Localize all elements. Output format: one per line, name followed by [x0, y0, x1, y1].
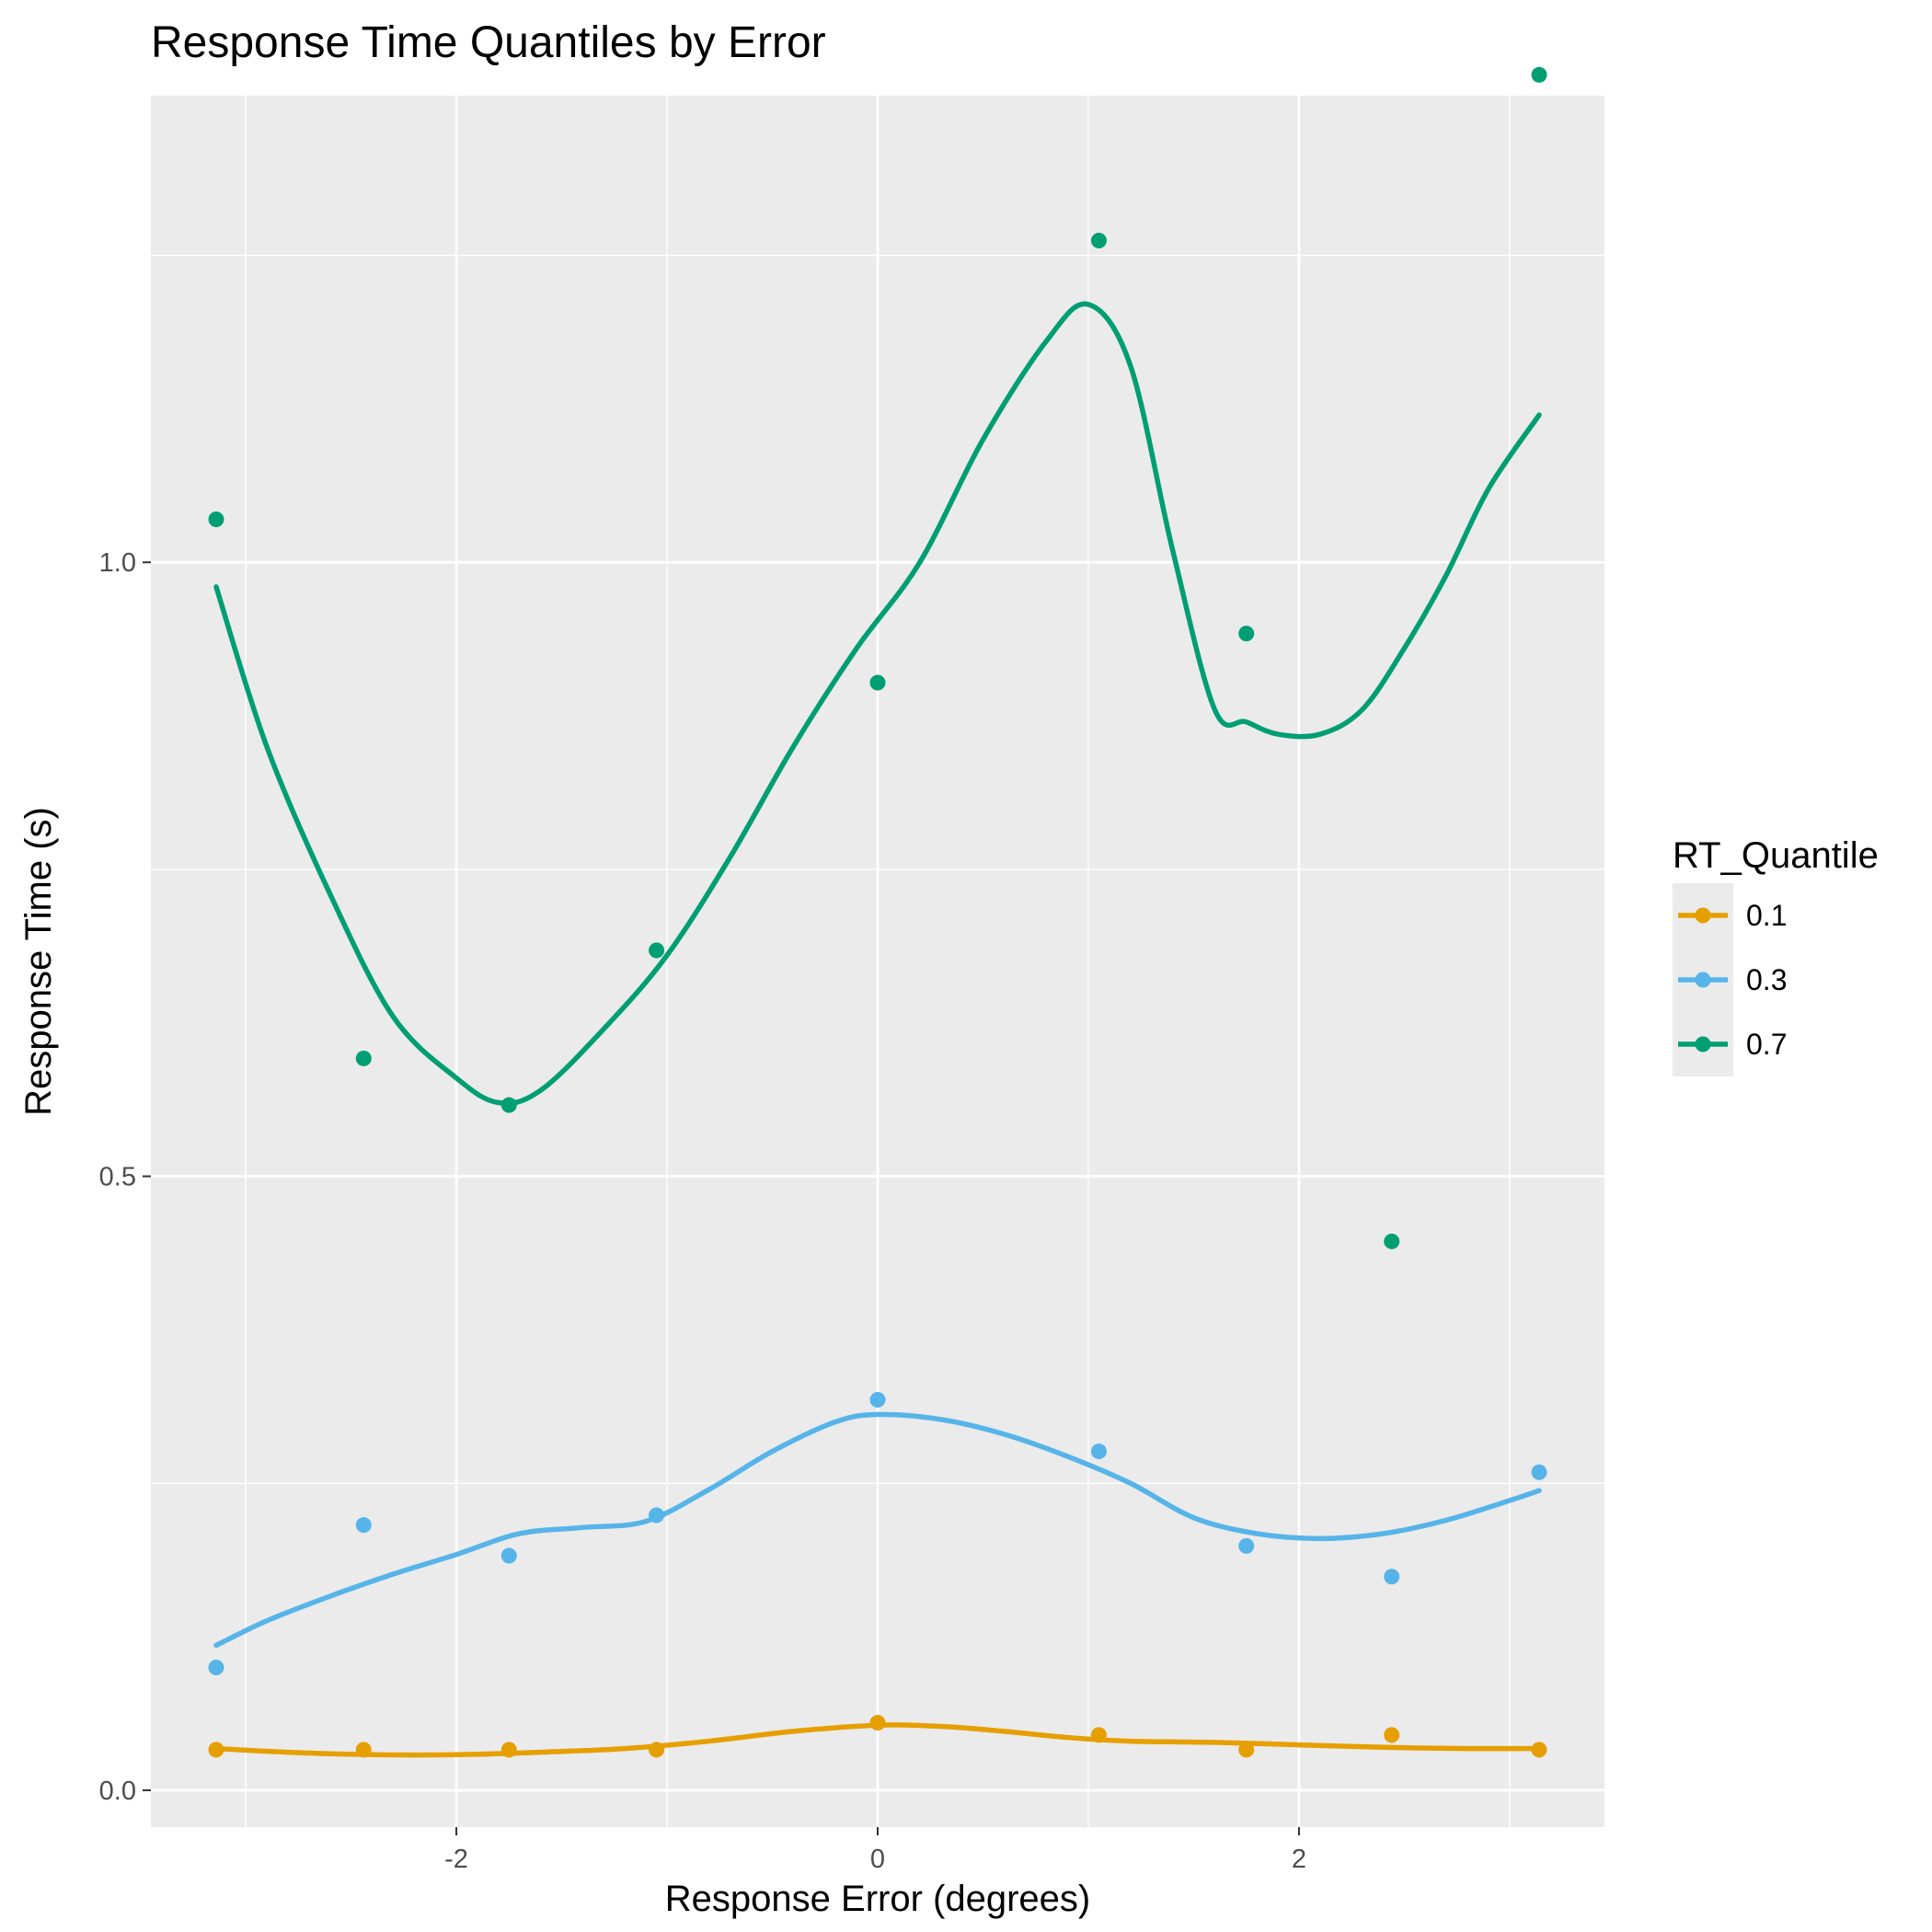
- data-point: [1531, 1742, 1547, 1758]
- legend-label: 0.7: [1746, 1028, 1787, 1061]
- smooth-line-0.3: [213, 1411, 1542, 1649]
- data-point: [1090, 1443, 1107, 1460]
- data-point: [869, 674, 886, 691]
- x-tick-label: -2: [444, 1845, 468, 1874]
- data-point: [1531, 66, 1547, 83]
- legend-label: 0.1: [1746, 899, 1787, 932]
- data-point: [1090, 1727, 1107, 1743]
- data-point: [500, 1097, 517, 1113]
- data-point: [208, 1742, 224, 1758]
- data-point: [1531, 1464, 1547, 1480]
- y-tick-label: 1.0: [99, 548, 136, 578]
- legend: RT_Quantile 0.1 0.3 0.7: [1673, 835, 1879, 1076]
- legend-item-0.3: 0.3: [1673, 948, 1787, 1012]
- data-point: [355, 1517, 372, 1534]
- data-point: [355, 1050, 372, 1066]
- data-point: [1384, 1569, 1400, 1585]
- data-point: [355, 1742, 372, 1758]
- smooth-line-0.7: [213, 301, 1542, 1106]
- data-point: [1090, 233, 1107, 249]
- series-0.3: [208, 1392, 1547, 1675]
- legend-item-0.7: 0.7: [1673, 1012, 1787, 1076]
- legend-title: RT_Quantile: [1673, 835, 1879, 876]
- y-tick-label: 0.0: [99, 1777, 136, 1806]
- data-point: [1238, 1537, 1255, 1554]
- data-point: [649, 1742, 665, 1758]
- data-point: [649, 1507, 665, 1524]
- y-tick-label: 0.5: [99, 1163, 136, 1192]
- x-tick-label: 2: [1292, 1845, 1306, 1874]
- x-axis: -2 0 2: [444, 1827, 1306, 1874]
- x-axis-title: Response Error (degrees): [665, 1879, 1090, 1919]
- x-tick-label: 0: [870, 1845, 885, 1874]
- chart-title: Response Time Quantiles by Error: [151, 18, 826, 67]
- series-0.1: [208, 1715, 1547, 1758]
- legend-key-point: [1695, 1036, 1711, 1052]
- y-axis-title: Response Time (s): [18, 807, 59, 1116]
- y-axis: 0.0 0.5 1.0: [99, 548, 151, 1806]
- legend-key-point: [1695, 972, 1711, 988]
- series-layer: [208, 66, 1547, 1758]
- smooth-line-0.1: [213, 1722, 1542, 1758]
- data-point: [869, 1715, 886, 1731]
- data-point: [1384, 1233, 1400, 1249]
- data-point: [500, 1742, 517, 1758]
- data-point: [1384, 1727, 1400, 1743]
- data-point: [208, 511, 224, 527]
- data-point: [649, 942, 665, 959]
- data-point: [869, 1392, 886, 1409]
- legend-key-point: [1695, 907, 1711, 924]
- data-point: [1238, 626, 1255, 642]
- data-point: [500, 1547, 517, 1564]
- series-0.7: [208, 66, 1547, 1249]
- legend-item-0.1: 0.1: [1673, 883, 1787, 948]
- data-point: [1238, 1742, 1255, 1758]
- legend-label: 0.3: [1746, 963, 1787, 996]
- data-point: [208, 1659, 224, 1675]
